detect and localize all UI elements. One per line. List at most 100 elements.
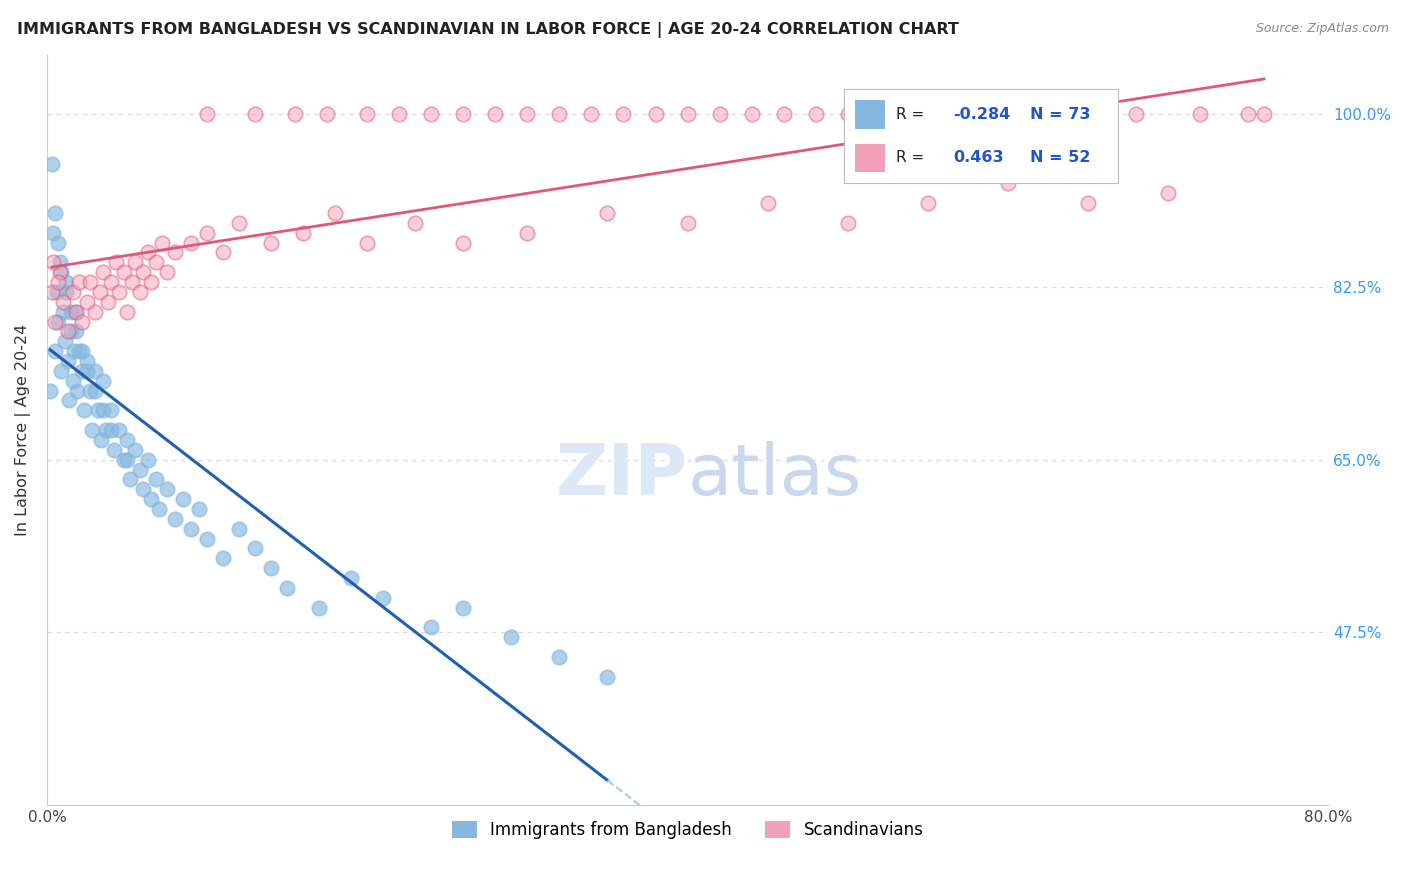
Point xyxy=(612,107,634,121)
Point xyxy=(59,304,82,318)
Point xyxy=(45,285,67,299)
Point xyxy=(195,107,218,121)
Point xyxy=(404,216,426,230)
Point xyxy=(56,325,79,339)
Point xyxy=(84,304,107,318)
Point xyxy=(103,442,125,457)
Text: N = 73: N = 73 xyxy=(1031,107,1091,122)
Point xyxy=(356,107,378,121)
Point xyxy=(772,107,794,121)
Point xyxy=(243,541,266,556)
Point xyxy=(91,403,114,417)
Point xyxy=(44,344,66,359)
Point xyxy=(837,107,859,121)
Point xyxy=(63,344,86,359)
Point xyxy=(41,285,63,299)
Point xyxy=(453,600,475,615)
Point xyxy=(67,275,90,289)
Point xyxy=(1189,107,1212,121)
Point xyxy=(260,561,283,575)
Text: R =: R = xyxy=(896,107,929,122)
Text: 0.463: 0.463 xyxy=(953,150,1004,165)
Point xyxy=(49,255,72,269)
Point xyxy=(100,423,122,437)
Point xyxy=(100,275,122,289)
Point xyxy=(1253,107,1275,121)
Text: IMMIGRANTS FROM BANGLADESH VS SCANDINAVIAN IN LABOR FORCE | AGE 20-24 CORRELATIO: IMMIGRANTS FROM BANGLADESH VS SCANDINAVI… xyxy=(17,22,959,38)
Point xyxy=(91,374,114,388)
Text: ZIP: ZIP xyxy=(555,441,688,509)
Point xyxy=(79,275,101,289)
Point xyxy=(42,255,65,269)
Point xyxy=(112,452,135,467)
Point xyxy=(124,442,146,457)
Point xyxy=(76,364,98,378)
Point xyxy=(120,472,142,486)
Point xyxy=(932,107,955,121)
Point xyxy=(596,670,619,684)
Point xyxy=(115,452,138,467)
Point xyxy=(150,235,173,250)
Point xyxy=(644,107,666,121)
Point xyxy=(837,216,859,230)
Point xyxy=(51,265,73,279)
FancyBboxPatch shape xyxy=(855,101,884,128)
Point xyxy=(148,502,170,516)
Point xyxy=(91,265,114,279)
Point xyxy=(112,265,135,279)
Point xyxy=(276,581,298,595)
Point xyxy=(548,107,571,121)
Point xyxy=(453,107,475,121)
Point xyxy=(42,226,65,240)
Point xyxy=(121,275,143,289)
Point xyxy=(55,275,77,289)
Point xyxy=(965,107,987,121)
Point xyxy=(139,275,162,289)
Point xyxy=(90,433,112,447)
Point xyxy=(108,285,131,299)
Point xyxy=(228,522,250,536)
Point xyxy=(195,226,218,240)
Point xyxy=(308,600,330,615)
Point xyxy=(46,235,69,250)
Point xyxy=(104,255,127,269)
Point xyxy=(356,235,378,250)
Point xyxy=(516,107,538,121)
Text: atlas: atlas xyxy=(688,441,862,509)
Point xyxy=(70,364,93,378)
Point xyxy=(44,206,66,220)
Point xyxy=(108,423,131,437)
Point xyxy=(1237,107,1260,121)
Point xyxy=(188,502,211,516)
Point xyxy=(260,235,283,250)
Point xyxy=(84,384,107,398)
Point xyxy=(917,196,939,211)
Point xyxy=(53,334,76,349)
Point xyxy=(49,265,72,279)
Point xyxy=(180,235,202,250)
Point xyxy=(44,314,66,328)
Point xyxy=(39,384,62,398)
Point xyxy=(65,304,87,318)
Point xyxy=(316,107,339,121)
Point xyxy=(284,107,307,121)
Point xyxy=(804,107,827,121)
Point xyxy=(997,177,1019,191)
Point xyxy=(89,285,111,299)
Point xyxy=(76,294,98,309)
Point xyxy=(65,325,87,339)
Point xyxy=(756,196,779,211)
Point xyxy=(596,206,619,220)
Point xyxy=(76,354,98,368)
Point xyxy=(243,107,266,121)
Point xyxy=(172,492,194,507)
Point xyxy=(67,344,90,359)
Point xyxy=(581,107,603,121)
Point xyxy=(115,304,138,318)
Point xyxy=(501,630,523,644)
Point xyxy=(195,532,218,546)
Point xyxy=(323,206,346,220)
Legend: Immigrants from Bangladesh, Scandinavians: Immigrants from Bangladesh, Scandinavian… xyxy=(446,814,929,846)
Point xyxy=(65,304,87,318)
Point xyxy=(156,265,179,279)
